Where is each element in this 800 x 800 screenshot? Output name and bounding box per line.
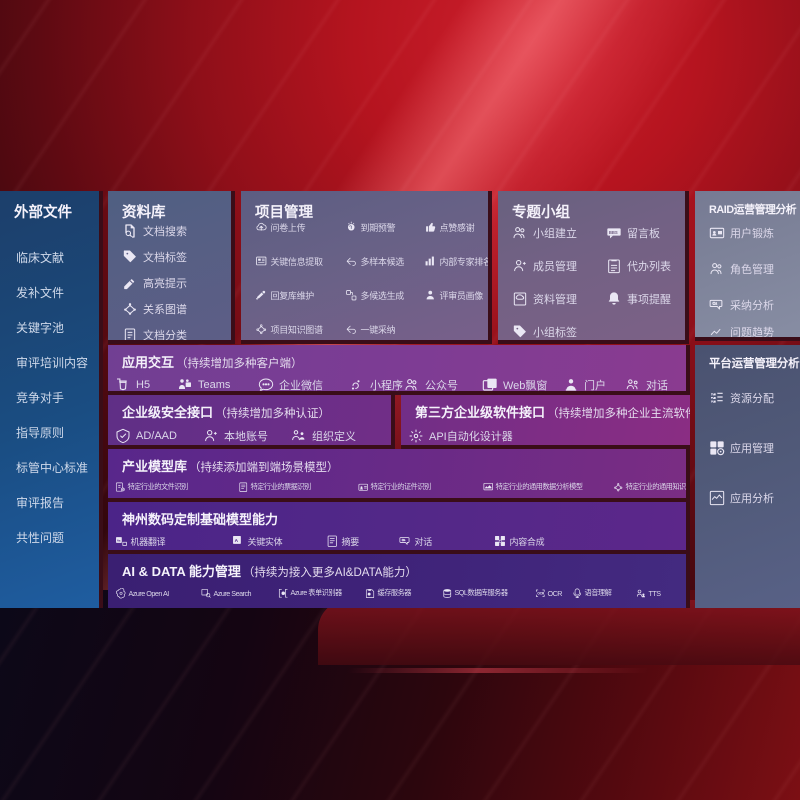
svg-text:BBS: BBS — [609, 230, 618, 235]
svg-text:Aa: Aa — [117, 539, 121, 543]
svg-text:OCR: OCR — [537, 592, 544, 596]
